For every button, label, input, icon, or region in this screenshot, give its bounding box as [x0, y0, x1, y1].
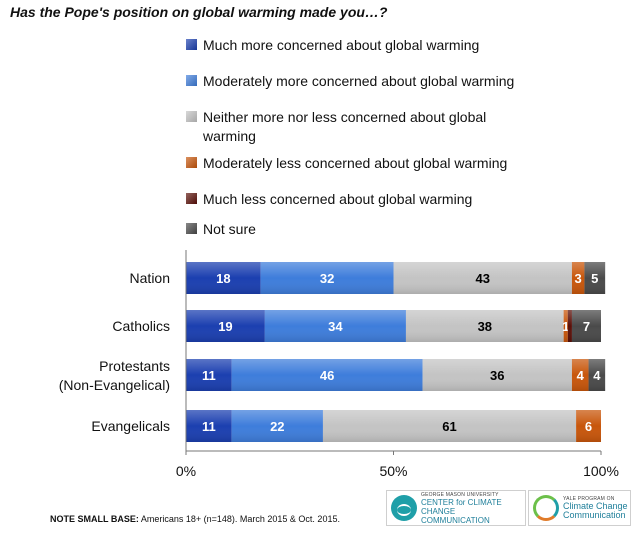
category-label: Catholics: [112, 318, 170, 334]
gmu-logo-small: GEORGE MASON UNIVERSITY: [421, 491, 499, 498]
legend-label: Not sure: [203, 221, 256, 237]
yale-climate-program-logo: YALE PROGRAM ON Climate Change Communica…: [528, 490, 631, 526]
bar-segment-shade: [186, 310, 265, 342]
bar-segment-shade: [588, 359, 606, 391]
bar-segment-shade: [264, 310, 406, 342]
legend-swatch: [186, 111, 197, 122]
yale-logo-line1: Climate Change: [563, 501, 628, 511]
bar-segment-shade: [393, 262, 572, 294]
data-label: 1: [562, 319, 569, 334]
legend-item-1: Much more concerned about global warming: [186, 36, 523, 55]
legend-item-4: Moderately less concerned about global w…: [186, 154, 523, 173]
bar-segment-shade: [186, 359, 232, 391]
yale-logo-small: YALE PROGRAM ON: [563, 496, 615, 502]
category-label-line: Protestants: [99, 358, 170, 374]
yale-logo-line2: Communication: [563, 510, 626, 520]
legend-swatch: [186, 39, 197, 50]
legend-label: Much less concerned about global warming: [203, 191, 473, 207]
bar-segment-shade: [322, 410, 577, 442]
legend-item-5: Much less concerned about global warming: [186, 190, 523, 209]
data-label: 19: [218, 319, 232, 334]
x-tick-label: 0%: [176, 463, 196, 479]
legend-item-2: Moderately more concerned about global w…: [186, 72, 523, 91]
bar-segment-shade: [571, 359, 589, 391]
data-label: 11: [202, 419, 216, 434]
gmu-climate-center-logo: GEORGE MASON UNIVERSITY CENTER for CLIMA…: [386, 490, 526, 526]
bar-segment-shade: [231, 359, 423, 391]
x-tick-label: 100%: [583, 463, 619, 479]
legend-swatch: [186, 75, 197, 86]
bar-segment-shade: [571, 310, 601, 342]
gmu-logo-line1: CENTER for CLIMATE CHANGE: [421, 497, 502, 516]
data-label: 46: [320, 368, 334, 383]
footnote-text: Americans 18+ (n=148). March 2015 & Oct.…: [138, 514, 340, 524]
legend-label: Moderately more concerned about global w…: [203, 73, 515, 89]
bar-segment-shade: [186, 410, 232, 442]
chart-title: Has the Pope's position on global warmin…: [10, 4, 388, 20]
bar-segment-shade: [260, 262, 394, 294]
data-label: 4: [577, 368, 585, 383]
bar-segment-shade: [571, 262, 585, 294]
legend-label: Much more concerned about global warming: [203, 37, 480, 53]
data-label: 34: [328, 319, 343, 334]
bar-segment-shade: [405, 310, 564, 342]
bar-segment-shade: [563, 310, 568, 342]
data-label: 32: [320, 271, 334, 286]
category-label: Evangelicals: [91, 418, 170, 434]
data-label: 18: [216, 271, 230, 286]
footnote: NOTE SMALL BASE: Americans 18+ (n=148). …: [50, 514, 340, 524]
legend-item-6: Not sure: [186, 220, 523, 239]
bar-segment-shade: [567, 310, 572, 342]
data-label: 43: [475, 271, 489, 286]
bar-segment-shade: [186, 262, 261, 294]
legend-label: Neither more nor less concerned about gl…: [203, 109, 487, 144]
bar-segment-shade: [576, 410, 601, 442]
category-label-line: (Non-Evangelical): [59, 377, 170, 393]
data-label: 3: [575, 271, 582, 286]
gmu-logo-icon: [391, 495, 417, 521]
bar-segment-shade: [584, 262, 606, 294]
data-label: 22: [270, 419, 284, 434]
data-label: 7: [583, 319, 590, 334]
legend-swatch: [186, 223, 197, 234]
data-label: 5: [591, 271, 598, 286]
bar-segment-shade: [422, 359, 572, 391]
data-label: 61: [442, 419, 456, 434]
legend-swatch: [186, 157, 197, 168]
data-label: 11: [202, 368, 216, 383]
legend-swatch: [186, 193, 197, 204]
bar-segment-shade: [231, 410, 323, 442]
yale-logo-icon: [533, 495, 559, 521]
data-label: 38: [478, 319, 492, 334]
data-label: 6: [585, 419, 592, 434]
gmu-logo-line2: COMMUNICATION: [421, 515, 490, 525]
data-label: 4: [593, 368, 601, 383]
legend-label: Moderately less concerned about global w…: [203, 155, 508, 171]
footnote-label: NOTE SMALL BASE:: [50, 514, 139, 524]
category-label: Nation: [130, 270, 170, 286]
legend-item-3: Neither more nor less concerned about gl…: [186, 108, 523, 146]
x-tick-label: 50%: [379, 463, 407, 479]
data-label: 36: [490, 368, 504, 383]
category-label: Protestants (Non-Evangelical): [59, 358, 170, 393]
